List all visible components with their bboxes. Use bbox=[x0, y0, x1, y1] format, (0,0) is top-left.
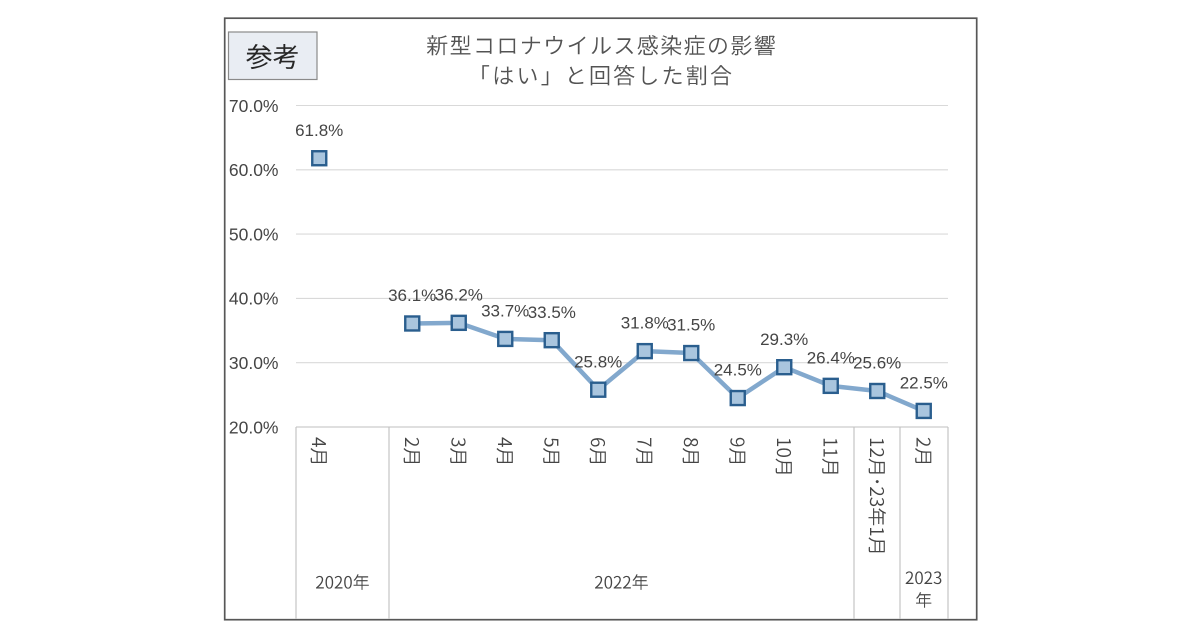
svg-text:33.5%: 33.5% bbox=[528, 303, 576, 322]
svg-text:33.7%: 33.7% bbox=[481, 302, 529, 321]
svg-text:31.5%: 31.5% bbox=[667, 316, 715, 335]
svg-text:31.8%: 31.8% bbox=[621, 314, 669, 333]
svg-text:40.0%: 40.0% bbox=[229, 289, 279, 309]
svg-text:24.5%: 24.5% bbox=[714, 361, 762, 380]
svg-text:25.8%: 25.8% bbox=[574, 352, 622, 371]
svg-text:25.6%: 25.6% bbox=[853, 354, 901, 373]
svg-text:70.0%: 70.0% bbox=[229, 96, 279, 116]
svg-text:50.0%: 50.0% bbox=[229, 224, 279, 244]
svg-text:29.3%: 29.3% bbox=[760, 330, 808, 349]
svg-text:22.5%: 22.5% bbox=[900, 374, 948, 393]
svg-text:36.1%: 36.1% bbox=[388, 286, 436, 305]
svg-text:20.0%: 20.0% bbox=[229, 417, 279, 437]
svg-text:36.2%: 36.2% bbox=[435, 285, 483, 304]
svg-text:60.0%: 60.0% bbox=[229, 160, 279, 180]
svg-text:61.8%: 61.8% bbox=[295, 121, 343, 140]
svg-text:26.4%: 26.4% bbox=[807, 348, 855, 367]
svg-text:30.0%: 30.0% bbox=[229, 353, 279, 373]
